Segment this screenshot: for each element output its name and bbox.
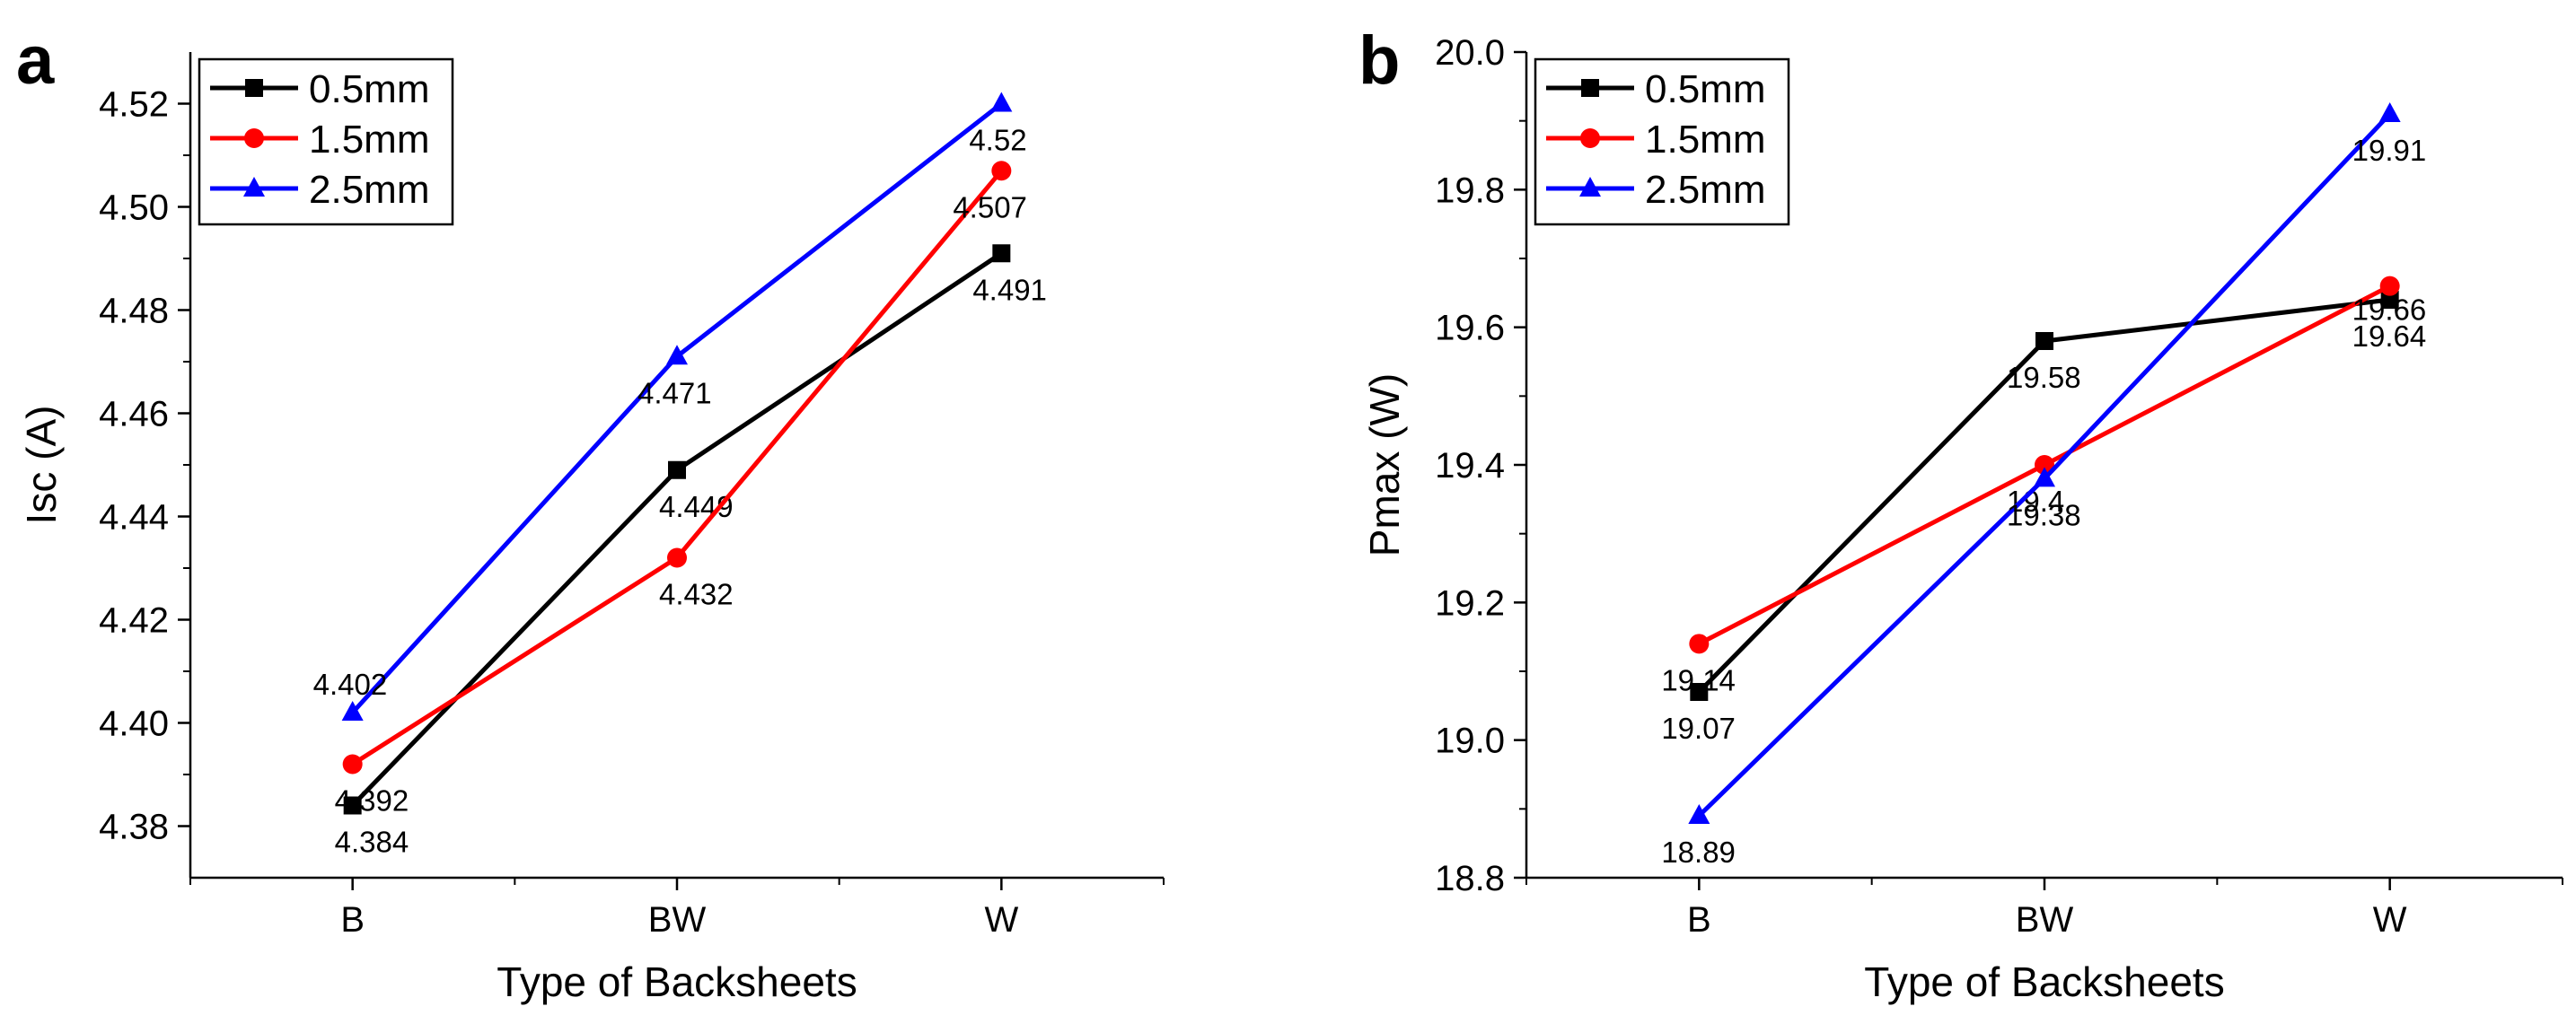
y-tick-label: 4.50 — [99, 188, 169, 228]
y-tick-label: 4.48 — [99, 292, 169, 331]
data-label: 19.07 — [1661, 712, 1736, 745]
legend-marker — [1581, 79, 1599, 97]
y-tick-label: 4.52 — [99, 85, 169, 125]
data-point — [2379, 276, 2400, 296]
data-label: 4.402 — [313, 668, 388, 701]
x-tick-label: BW — [2016, 900, 2074, 940]
data-label: 19.38 — [2007, 498, 2081, 531]
chart-panel-a: a 4.38 4.40 4.42 4.44 4.46 4.48 4.50 4.52 B BW W Typ… — [16, 22, 1165, 1005]
data-label: 18.89 — [1661, 836, 1736, 869]
y-tick-label: 4.40 — [99, 705, 169, 744]
data-point — [2380, 291, 2399, 309]
x-tick-label: B — [340, 900, 365, 940]
data-point — [667, 547, 687, 568]
data-point — [991, 161, 1012, 181]
data-point — [342, 754, 363, 775]
data-label: 19.91 — [2352, 134, 2427, 167]
data-point — [1690, 683, 1709, 701]
y-tick-label: 4.42 — [99, 601, 169, 641]
y-tick-label: 19.6 — [1435, 309, 1505, 348]
data-point — [343, 796, 362, 815]
data-label: 4.507 — [953, 190, 1027, 223]
legend-marker — [1580, 128, 1600, 148]
series-0.5mm: 19.07 19.58 19.64 — [1661, 291, 2426, 745]
data-label: 4.491 — [972, 273, 1047, 306]
series-line — [350, 251, 1003, 808]
y-axis-title: Pmax (W) — [1361, 373, 1408, 556]
y-tick-label: 19.4 — [1435, 446, 1505, 486]
data-point — [341, 701, 364, 721]
x-tick-label: W — [2373, 900, 2407, 940]
x-tick-label: W — [984, 900, 1018, 940]
data-point — [2034, 467, 2055, 487]
data-point — [2035, 332, 2053, 350]
series-1.5mm: 4.392 4.432 4.507 — [335, 161, 1027, 818]
data-label: 4.52 — [969, 124, 1026, 157]
series-2.5mm: 4.402 4.471 4.52 — [313, 92, 1027, 721]
data-label: 4.471 — [637, 376, 712, 409]
data-point — [666, 345, 688, 365]
data-label: 19.64 — [2352, 319, 2427, 353]
panel-letter: a — [16, 22, 55, 99]
series-2.5mm: 18.89 19.38 19.91 — [1661, 102, 2426, 869]
legend-marker — [244, 128, 264, 148]
legend-marker — [243, 177, 265, 197]
legend-marker — [245, 79, 263, 97]
legend-label: 1.5mm — [309, 118, 429, 162]
data-point — [2378, 102, 2401, 122]
y-tick-label: 4.38 — [99, 808, 169, 847]
data-point — [1689, 634, 1710, 654]
y-tick-label: 19.0 — [1435, 722, 1505, 761]
y-tick-label: 4.46 — [99, 395, 169, 434]
y-tick-label: 19.8 — [1435, 171, 1505, 210]
data-label: 19.14 — [1661, 663, 1736, 696]
data-point — [668, 460, 686, 479]
chart-panel-b: b 18.8 19.0 19.2 19.4 19.6 19.8 20.0 B BW W Type of… — [1358, 22, 2563, 1005]
data-label: 19.58 — [2007, 361, 2081, 394]
x-tick-label: B — [1687, 900, 1711, 940]
legend-marker — [1579, 177, 1601, 197]
y-tick-label: 19.2 — [1435, 583, 1505, 623]
y-tick-label: 18.8 — [1435, 859, 1505, 898]
legend-label: 2.5mm — [309, 168, 429, 212]
y-tick-label: 20.0 — [1435, 33, 1505, 73]
data-point — [1688, 804, 1710, 824]
y-tick-label: 4.44 — [99, 498, 169, 538]
x-axis-title: Type of Backsheets — [1864, 958, 2224, 1005]
data-point — [2035, 455, 2054, 475]
legend: 0.5mm 1.5mm 2.5mm — [198, 57, 454, 226]
legend-label: 1.5mm — [1645, 118, 1765, 162]
legend: 0.5mm 1.5mm 2.5mm — [1534, 57, 1790, 226]
panel-letter: b — [1358, 22, 1400, 99]
x-axis-title: Type of Backsheets — [497, 958, 857, 1005]
data-point — [992, 244, 1011, 263]
data-label: 19.66 — [2352, 293, 2427, 327]
data-point — [990, 92, 1013, 112]
x-tick-label: BW — [648, 900, 707, 940]
data-label: 4.384 — [335, 826, 409, 859]
legend-label: 0.5mm — [309, 67, 429, 111]
legend-label: 2.5mm — [1645, 168, 1765, 212]
legend-label: 0.5mm — [1645, 67, 1765, 111]
data-label: 4.392 — [335, 784, 409, 818]
y-axis-title: Isc (A) — [18, 406, 65, 525]
data-label: 4.432 — [659, 578, 734, 611]
